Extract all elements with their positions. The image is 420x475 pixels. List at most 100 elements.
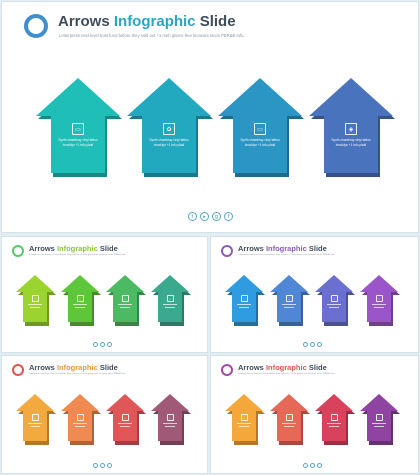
twitter-icon[interactable]: [303, 342, 308, 347]
arrow-1: ▭ Synth chambray vinyl tattoo brooklyn +1…: [36, 78, 124, 178]
title-part-1: Arrows: [238, 244, 266, 253]
arrow-icon: •: [121, 295, 129, 302]
thumb-arrow-4: •: [151, 275, 193, 327]
arrow-placeholder-lines: [322, 423, 346, 427]
arrow-icon: •: [76, 295, 84, 302]
twitter-icon[interactable]: [93, 342, 98, 347]
logo-ring-icon: [24, 14, 48, 38]
arrow-icon: •: [76, 414, 84, 421]
thumbnail-title: Arrows Infographic Slide: [238, 244, 327, 253]
arrow-4: ◈ Synth chambray vinyl tattoo brooklyn +1…: [309, 78, 397, 178]
arrow-description: Synth chambray vinyl tattoo brooklyn +1 …: [58, 138, 98, 147]
google-plus-icon[interactable]: [107, 463, 112, 468]
arrow-icon: •: [166, 414, 174, 421]
thumbnail-subtitle: Letterpress next level trust fund before…: [29, 373, 126, 375]
arrow-placeholder-lines: [232, 423, 256, 427]
logo-ring-icon: [12, 245, 24, 257]
title-part-1: Arrows: [29, 363, 57, 372]
slide-title: Arrows Infographic Slide: [58, 13, 236, 30]
youtube-icon[interactable]: [100, 342, 105, 347]
thumbnail-slide-warm[interactable]: Arrows Infographic Slide Letterpress next…: [211, 356, 418, 473]
main-slide: Arrows Infographic Slide Letterpress nex…: [2, 2, 418, 232]
tablet-icon: ▭: [72, 123, 84, 135]
title-part-1: Arrows: [58, 13, 114, 30]
arrow-description: Synth chambray vinyl tattoo brooklyn +1 …: [149, 138, 189, 147]
thumb-arrow-4: •: [360, 394, 402, 446]
google-plus-icon[interactable]: [317, 342, 322, 347]
title-highlight: Infographic: [56, 244, 98, 253]
thumb-arrow-1: •: [225, 394, 267, 446]
thumb-arrow-2: •: [270, 394, 312, 446]
title-part-3: Slide: [97, 244, 118, 253]
thumb-arrow-3: •: [315, 275, 357, 327]
thumbnail-title: Arrows Infographic Slide: [29, 244, 118, 253]
thumb-arrow-2: •: [61, 275, 103, 327]
google-plus-icon[interactable]: [107, 342, 112, 347]
title-highlight: Infographic: [265, 244, 307, 253]
thumb-arrow-2: •: [61, 394, 103, 446]
title-part-1: Arrows: [238, 363, 266, 372]
social-icons: [303, 463, 322, 468]
arrow-placeholder-lines: [277, 423, 301, 427]
thumbnail-subtitle: Letterpress next level trust fund before…: [29, 254, 126, 256]
thumb-arrow-1: •: [16, 394, 58, 446]
thumb-arrow-3: •: [106, 275, 148, 327]
arrow-icon: •: [240, 414, 248, 421]
social-icons: [93, 342, 112, 347]
thumb-arrow-3: •: [106, 394, 148, 446]
arrow-icon: •: [330, 295, 338, 302]
google-plus-icon[interactable]: [317, 463, 322, 468]
youtube-icon[interactable]: [310, 463, 315, 468]
arrow-placeholder-lines: [113, 304, 137, 308]
youtube-icon[interactable]: [310, 342, 315, 347]
arrow-icon: •: [121, 414, 129, 421]
arrow-icon: •: [31, 414, 39, 421]
arrow-placeholder-lines: [68, 304, 92, 308]
youtube-icon[interactable]: ▸: [200, 212, 209, 221]
arrow-description: Synth chambray vinyl tattoo brooklyn +1 …: [240, 138, 280, 147]
title-part-3: Slide: [195, 13, 236, 30]
thumb-arrow-1: •: [225, 275, 267, 327]
title-part-1: Arrows: [29, 244, 57, 253]
thumbnail-slide-green[interactable]: Arrows Infographic Slide Letterpress next…: [2, 237, 207, 352]
arrow-placeholder-lines: [232, 304, 256, 308]
social-icons: [303, 342, 322, 347]
title-part-3: Slide: [306, 244, 327, 253]
arrow-placeholder-lines: [367, 423, 391, 427]
twitter-icon[interactable]: t: [188, 212, 197, 221]
gear-icon: ✿: [163, 123, 175, 135]
arrow-placeholder-lines: [158, 423, 182, 427]
twitter-icon[interactable]: [93, 463, 98, 468]
thumbnail-slide-orange[interactable]: Arrows Infographic Slide Letterpress next…: [2, 356, 207, 473]
google-plus-icon[interactable]: g: [212, 212, 221, 221]
arrow-3: ▭ Synth chambray vinyl tattoo brooklyn +1…: [218, 78, 306, 178]
facebook-icon[interactable]: f: [224, 212, 233, 221]
thumb-arrow-4: •: [151, 394, 193, 446]
youtube-icon[interactable]: [100, 463, 105, 468]
thumb-arrow-2: •: [270, 275, 312, 327]
twitter-icon[interactable]: [303, 463, 308, 468]
arrow-placeholder-lines: [113, 423, 137, 427]
title-part-3: Slide: [306, 363, 327, 372]
arrow-placeholder-lines: [277, 304, 301, 308]
title-part-3: Slide: [97, 363, 118, 372]
thumbnail-title: Arrows Infographic Slide: [29, 363, 118, 372]
thumbnail-slide-blue-purple[interactable]: Arrows Infographic Slide Letterpress next…: [211, 237, 418, 352]
arrow-description: Synth chambray vinyl tattoo brooklyn +1 …: [331, 138, 371, 147]
arrow-icon: •: [375, 414, 383, 421]
arrow-placeholder-lines: [158, 304, 182, 308]
arrow-placeholder-lines: [367, 304, 391, 308]
arrow-placeholder-lines: [322, 304, 346, 308]
arrow-placeholder-lines: [68, 423, 92, 427]
arrow-2: ✿ Synth chambray vinyl tattoo brooklyn +1…: [127, 78, 215, 178]
arrow-icon: •: [285, 295, 293, 302]
logo-ring-icon: [221, 245, 233, 257]
layers-icon: ◈: [345, 123, 357, 135]
logo-ring-icon: [12, 364, 24, 376]
social-icons: t ▸ g f: [188, 212, 233, 221]
thumbnail-subtitle: Letterpress next level trust fund before…: [238, 373, 335, 375]
thumbnail-subtitle: Letterpress next level trust fund before…: [238, 254, 335, 256]
arrow-placeholder-lines: [23, 304, 47, 308]
social-icons: [93, 463, 112, 468]
arrow-icon: •: [330, 414, 338, 421]
